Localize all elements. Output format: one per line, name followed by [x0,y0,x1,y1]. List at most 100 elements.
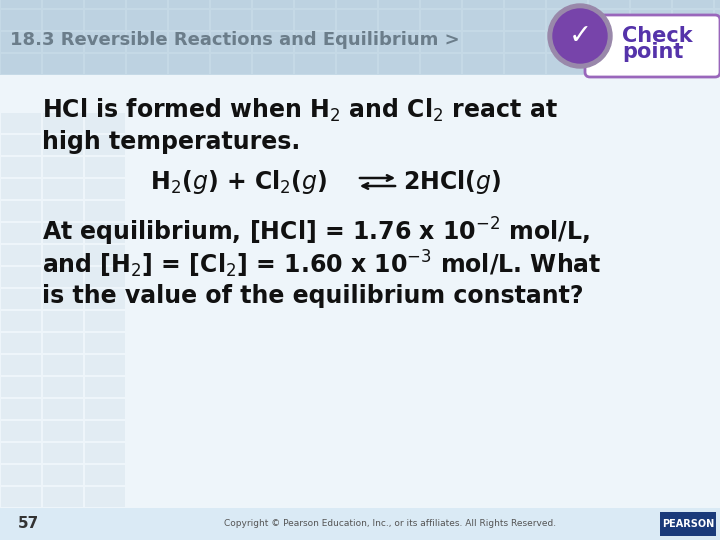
Bar [631,0,671,8]
Bar [1,333,41,353]
Bar [169,0,209,8]
Bar [43,179,83,199]
Bar [85,443,125,463]
Bar [673,10,713,30]
Bar [1,179,41,199]
Bar [379,32,419,52]
Bar [85,399,125,419]
Bar [211,10,251,30]
Bar [1,157,41,177]
Bar [43,443,83,463]
Bar [337,0,377,8]
Bar [295,0,335,8]
Bar [337,32,377,52]
Bar [43,157,83,177]
Circle shape [553,9,607,63]
Bar [127,54,167,74]
Bar [505,54,545,74]
Bar [43,54,83,74]
Bar [547,10,587,30]
Bar [1,201,41,221]
Bar [421,0,461,8]
Bar [85,10,125,30]
Text: 2HCl($g$): 2HCl($g$) [403,168,501,196]
Bar [43,0,83,8]
Bar [85,157,125,177]
Bar [85,487,125,507]
Bar [85,355,125,375]
Bar [127,10,167,30]
Bar [85,0,125,8]
Bar [85,179,125,199]
Bar [85,267,125,287]
Bar [43,289,83,309]
Bar [1,487,41,507]
Bar [463,10,503,30]
FancyBboxPatch shape [660,512,716,536]
Bar [631,10,671,30]
Bar [43,377,83,397]
Bar [463,32,503,52]
Bar [1,267,41,287]
Text: point: point [622,42,683,62]
Bar [505,32,545,52]
Bar [43,135,83,155]
Bar [505,10,545,30]
Bar [589,54,629,74]
Bar [463,54,503,74]
Bar [127,32,167,52]
Bar [715,10,720,30]
Bar [43,245,83,265]
Text: ✓: ✓ [568,22,592,50]
Bar [1,465,41,485]
Text: and [H$_2$] = [Cl$_2$] = 1.60 x 10$^{-3}$ mol/L. What: and [H$_2$] = [Cl$_2$] = 1.60 x 10$^{-3}… [42,248,601,280]
Bar [43,399,83,419]
Bar [463,0,503,8]
Bar [589,32,629,52]
Bar [421,54,461,74]
Bar [1,443,41,463]
Text: Check: Check [622,26,693,46]
Bar [589,0,629,8]
Text: H$_2$($g$) + Cl$_2$($g$): H$_2$($g$) + Cl$_2$($g$) [150,168,328,196]
Bar [631,54,671,74]
Bar [85,245,125,265]
Bar [505,0,545,8]
Bar [589,10,629,30]
Bar [547,54,587,74]
Text: At equilibrium, [HCl] = 1.76 x 10$^{-2}$ mol/L,: At equilibrium, [HCl] = 1.76 x 10$^{-2}$… [42,216,590,248]
Bar [85,223,125,243]
Bar [85,465,125,485]
Bar [211,54,251,74]
Bar [1,32,41,52]
Bar [43,223,83,243]
Bar [85,377,125,397]
Bar [1,54,41,74]
FancyBboxPatch shape [0,0,720,75]
Bar [85,135,125,155]
Bar [127,0,167,8]
Bar [85,201,125,221]
Bar [1,399,41,419]
Bar [1,311,41,331]
Bar [673,32,713,52]
Bar [43,10,83,30]
Bar [43,267,83,287]
Bar [43,311,83,331]
FancyBboxPatch shape [0,75,720,508]
Bar [379,10,419,30]
Bar [211,0,251,8]
Bar [85,32,125,52]
Text: 57: 57 [18,516,40,531]
Bar [631,32,671,52]
Bar [673,54,713,74]
Bar [1,355,41,375]
Bar [43,113,83,133]
Bar [253,54,293,74]
Text: HCl is formed when H$_2$ and Cl$_2$ react at: HCl is formed when H$_2$ and Cl$_2$ reac… [42,97,558,124]
Bar [715,0,720,8]
FancyBboxPatch shape [0,508,720,540]
Bar [295,32,335,52]
Bar [1,113,41,133]
FancyBboxPatch shape [585,15,720,77]
